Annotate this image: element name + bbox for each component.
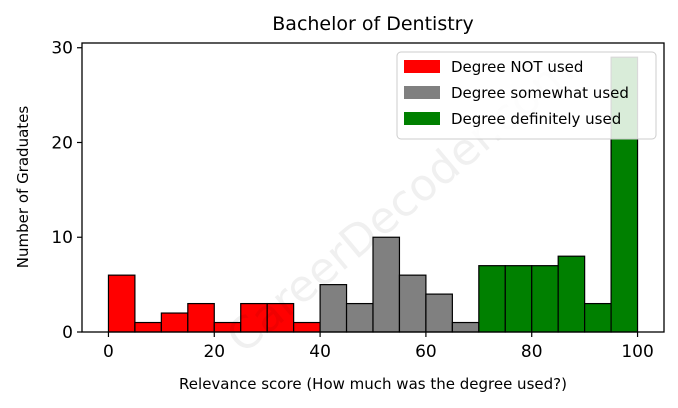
histogram-bar — [584, 302, 612, 333]
x-tick-label: 60 — [415, 342, 437, 362]
histogram-bar — [107, 274, 136, 333]
histogram-bar — [345, 302, 374, 333]
x-tick-label: 0 — [103, 342, 114, 362]
x-axis-label: Relevance score (How much was the degree… — [179, 375, 567, 393]
histogram-bar — [557, 255, 586, 333]
histogram-bar — [319, 284, 348, 333]
histogram-bar — [293, 321, 321, 333]
histogram-bar — [187, 302, 215, 333]
y-tick-label: 0 — [62, 323, 73, 343]
legend-label: Degree NOT used — [451, 58, 583, 76]
legend-swatch — [404, 112, 440, 125]
legend: Degree NOT used Degree somewhat used Degre… — [396, 51, 657, 140]
plot-frame — [81, 42, 665, 333]
legend-box — [396, 51, 657, 140]
y-axis-ticks: 0 10 20 30 — [51, 39, 82, 343]
y-axis-label: Number of Graduates — [14, 106, 32, 269]
histogram-bar — [478, 265, 506, 333]
histogram-bar — [504, 265, 533, 333]
x-tick-label: 100 — [621, 342, 653, 362]
histogram-bar — [398, 274, 427, 333]
histogram-bar — [266, 302, 295, 333]
legend-swatch — [404, 60, 440, 73]
chart-title: Bachelor of Dentistry — [272, 13, 473, 35]
y-tick-label: 20 — [51, 133, 73, 153]
histogram-bar — [134, 321, 162, 333]
legend-label: Degree somewhat used — [451, 84, 629, 102]
legend-swatch — [404, 86, 440, 99]
y-tick-label: 30 — [51, 39, 73, 59]
histogram-bar — [531, 265, 559, 333]
x-tick-label: 40 — [309, 342, 331, 362]
histogram-bar — [160, 312, 189, 333]
y-tick-label: 10 — [51, 228, 73, 248]
x-axis-ticks: 0 20 40 60 80 100 — [103, 332, 654, 362]
histogram-bar — [372, 236, 401, 333]
histogram-bar — [425, 293, 453, 333]
legend-label: Degree definitely used — [451, 110, 621, 128]
x-tick-label: 80 — [521, 342, 543, 362]
histogram-bar — [451, 321, 480, 333]
x-tick-label: 20 — [203, 342, 225, 362]
